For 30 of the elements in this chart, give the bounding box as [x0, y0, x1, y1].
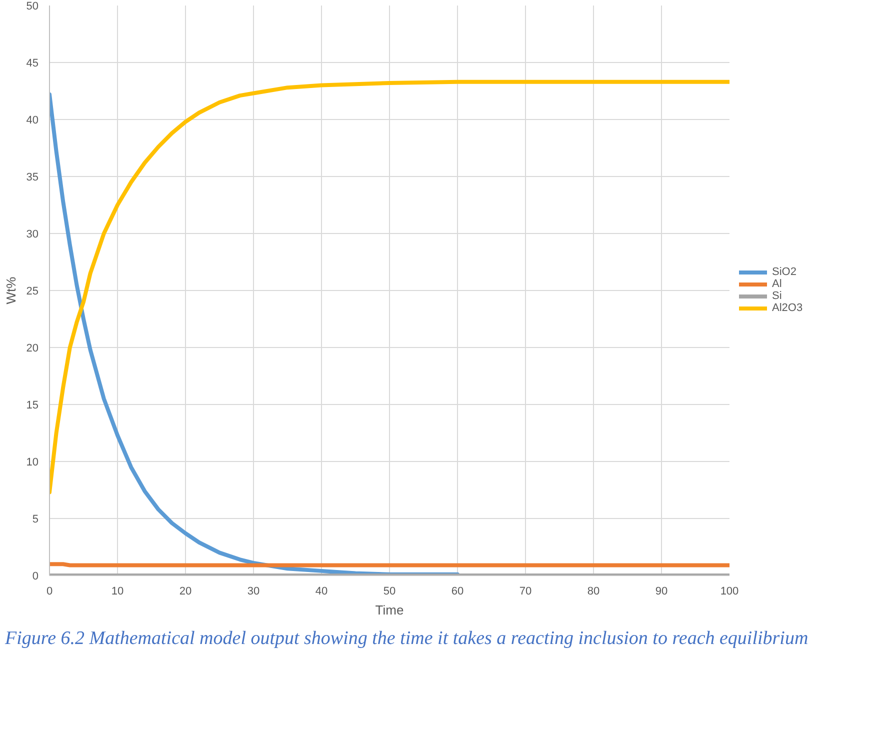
y-tick-label: 5: [32, 514, 39, 526]
x-tick-label: 0: [46, 586, 53, 598]
y-tick-label: 30: [26, 228, 39, 240]
y-tick-label: 10: [26, 456, 39, 468]
x-tick-label: 10: [111, 586, 124, 598]
y-tick-label: 20: [26, 342, 39, 354]
x-tick-label: 60: [451, 586, 464, 598]
legend-label: SiO2: [772, 266, 796, 278]
x-tick-label: 20: [179, 586, 192, 598]
x-tick-label: 40: [315, 586, 328, 598]
x-tick-label: 50: [383, 586, 396, 598]
y-tick-label: 45: [26, 58, 39, 70]
y-tick-label: 50: [26, 0, 39, 12]
x-tick-label: 80: [587, 586, 600, 598]
line-series: [50, 80, 730, 494]
legend-label: Al2O3: [772, 302, 803, 314]
x-tick-label: 100: [720, 586, 739, 598]
y-tick-label: 35: [26, 172, 39, 184]
legend-label: Al: [772, 278, 783, 290]
y-tick-label: 0: [32, 570, 39, 582]
y-tick-label: 25: [26, 286, 39, 298]
caption: Figure 6.2 Mathematical model output showing the time it takes a reacting inclusion to reach equilibrium: [5, 628, 808, 649]
y-axis-title: Wt%: [3, 276, 18, 304]
x-tick-label: 70: [519, 586, 532, 598]
legend-label: Si: [772, 290, 783, 302]
x-axis-title: Time: [375, 602, 404, 618]
x-tick-label: 30: [247, 586, 260, 598]
y-tick-label: 15: [26, 400, 39, 412]
y-tick-label: 40: [26, 114, 39, 126]
x-tick-label: 90: [655, 586, 668, 598]
